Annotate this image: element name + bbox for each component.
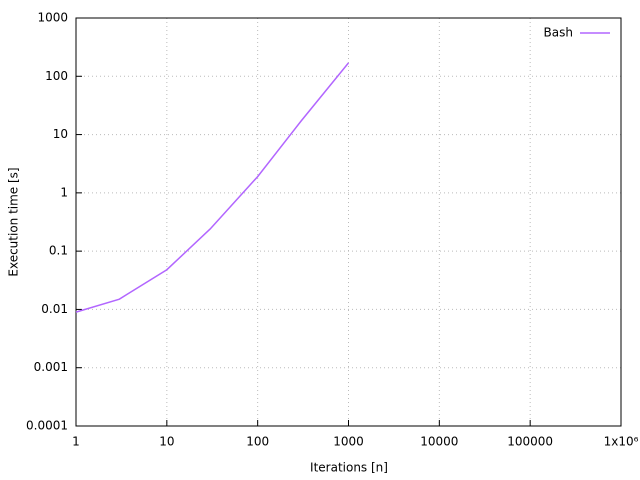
x-tick-label: 1000 [333,435,364,449]
y-tick-label: 1 [60,185,68,199]
y-tick-label: 0.0001 [26,419,68,433]
y-tick-label: 10 [53,127,68,141]
y-tick-label: 0.01 [41,302,68,316]
x-tick-label: 100000 [507,435,553,449]
x-tick-label: 1x10⁶ [604,435,639,449]
x-tick-label: 100 [246,435,269,449]
x-tick-label: 10000 [420,435,458,449]
y-axis-label: Execution time [s] [7,167,21,276]
y-tick-label: 0.001 [34,360,68,374]
y-tick-label: 1000 [37,11,68,25]
y-tick-label: 100 [45,69,68,83]
y-tick-label: 0.1 [49,244,68,258]
plot-frame [75,17,622,427]
data-line [75,62,350,313]
x-axis-label: Iterations [n] [310,461,388,475]
x-tick-label: 1 [72,435,80,449]
legend-label: Bash [544,26,573,40]
x-tick-label: 10 [159,435,174,449]
